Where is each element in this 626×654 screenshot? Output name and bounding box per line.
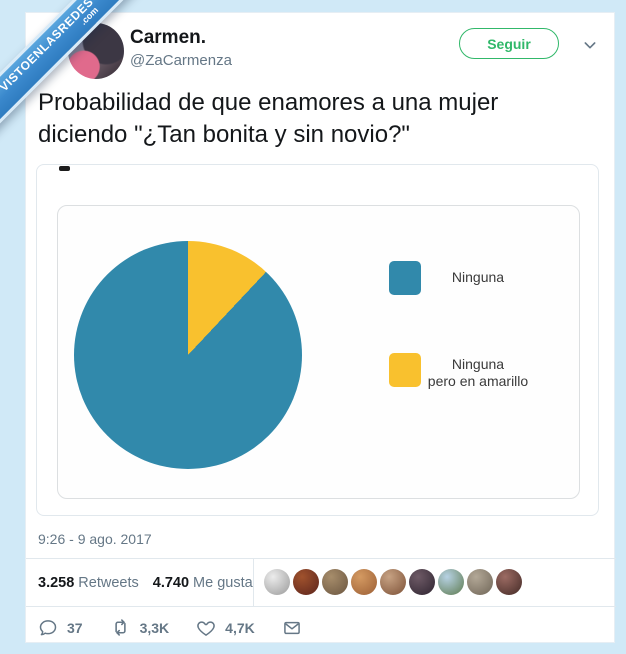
liker-avatar[interactable] bbox=[351, 569, 377, 595]
liker-avatar[interactable] bbox=[322, 569, 348, 595]
liker-avatar[interactable] bbox=[467, 569, 493, 595]
reply-action[interactable]: 37 bbox=[38, 618, 83, 638]
chart-panel: Ninguna Ninguna pero en amarillo bbox=[57, 205, 580, 499]
liker-avatar[interactable] bbox=[380, 569, 406, 595]
dm-action[interactable] bbox=[282, 618, 302, 638]
retweet-icon bbox=[114, 619, 126, 636]
like-count: 4,7K bbox=[225, 619, 255, 636]
pie-chart bbox=[74, 241, 302, 469]
liker-avatar[interactable] bbox=[409, 569, 435, 595]
like-action[interactable]: 4,7K bbox=[196, 618, 255, 638]
retweets-label[interactable]: Retweets bbox=[78, 574, 139, 591]
action-bar: 37 3,3K 4,7K bbox=[38, 611, 329, 644]
liker-avatar[interactable] bbox=[438, 569, 464, 595]
liker-avatar[interactable] bbox=[293, 569, 319, 595]
reply-icon bbox=[39, 619, 57, 635]
legend-label-amarillo: Ninguna pero en amarillo bbox=[408, 356, 548, 390]
display-name[interactable]: Carmen. bbox=[130, 27, 207, 48]
tweet-image[interactable]: Ninguna Ninguna pero en amarillo bbox=[36, 164, 599, 516]
likers-avatars bbox=[264, 569, 522, 595]
retweet-count: 3,3K bbox=[139, 619, 170, 636]
tweet-text: Probabilidad de que enamores a una mujer… bbox=[38, 89, 499, 148]
image-artifact bbox=[59, 166, 70, 171]
liker-avatar[interactable] bbox=[496, 569, 522, 595]
legend-label-amarillo-line2: pero en amarillo bbox=[427, 373, 529, 389]
legend-swatch-ninguna bbox=[389, 261, 421, 295]
likes-label[interactable]: Me gusta bbox=[193, 574, 253, 591]
heart-icon bbox=[197, 620, 215, 636]
divider bbox=[26, 558, 616, 559]
legend-label-amarillo-line1: Ninguna bbox=[451, 356, 505, 372]
legend-label-ninguna: Ninguna bbox=[451, 269, 505, 285]
retweets-count[interactable]: 3.258 bbox=[38, 574, 75, 591]
chevron-down-icon[interactable] bbox=[582, 37, 598, 53]
envelope-icon bbox=[283, 621, 300, 634]
liker-avatar[interactable] bbox=[264, 569, 290, 595]
follow-button[interactable]: Seguir bbox=[459, 28, 559, 59]
retweet-action[interactable]: 3,3K bbox=[110, 617, 170, 638]
timestamp[interactable]: 9:26 - 9 ago. 2017 bbox=[38, 531, 152, 547]
user-handle[interactable]: @ZaCarmenza bbox=[130, 52, 232, 69]
legend-swatch-amarillo bbox=[389, 353, 421, 387]
vertical-divider bbox=[253, 559, 254, 606]
tweet-card: Carmen. @ZaCarmenza Seguir Probabilidad … bbox=[25, 12, 616, 644]
likes-count[interactable]: 4.740 bbox=[152, 574, 190, 591]
stats-row: 3.258 Retweets 4.740 Me gusta bbox=[38, 559, 267, 606]
divider bbox=[26, 606, 616, 607]
reply-count: 37 bbox=[67, 619, 83, 636]
